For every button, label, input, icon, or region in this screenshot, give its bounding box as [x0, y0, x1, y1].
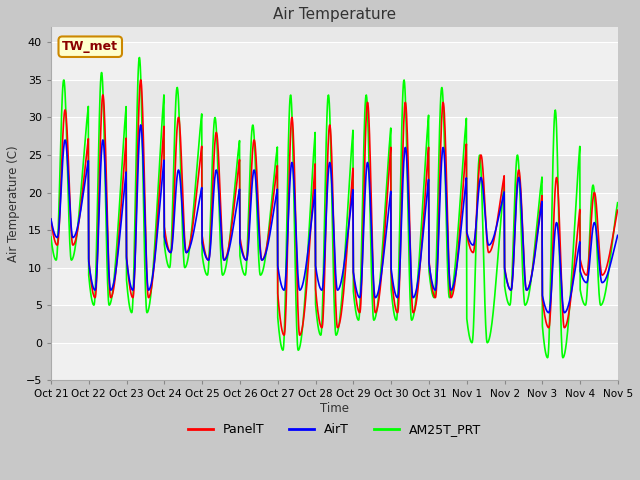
Y-axis label: Air Temperature (C): Air Temperature (C)	[7, 145, 20, 262]
Bar	[51, 192, 618, 230]
X-axis label: Time: Time	[320, 402, 349, 415]
Bar	[51, 118, 618, 155]
Text: TW_met: TW_met	[62, 40, 118, 53]
Bar	[51, 42, 618, 80]
Bar	[51, 268, 618, 305]
Legend: PanelT, AirT, AM25T_PRT: PanelT, AirT, AM25T_PRT	[182, 418, 486, 441]
Bar	[51, 343, 618, 380]
Title: Air Temperature: Air Temperature	[273, 7, 396, 22]
